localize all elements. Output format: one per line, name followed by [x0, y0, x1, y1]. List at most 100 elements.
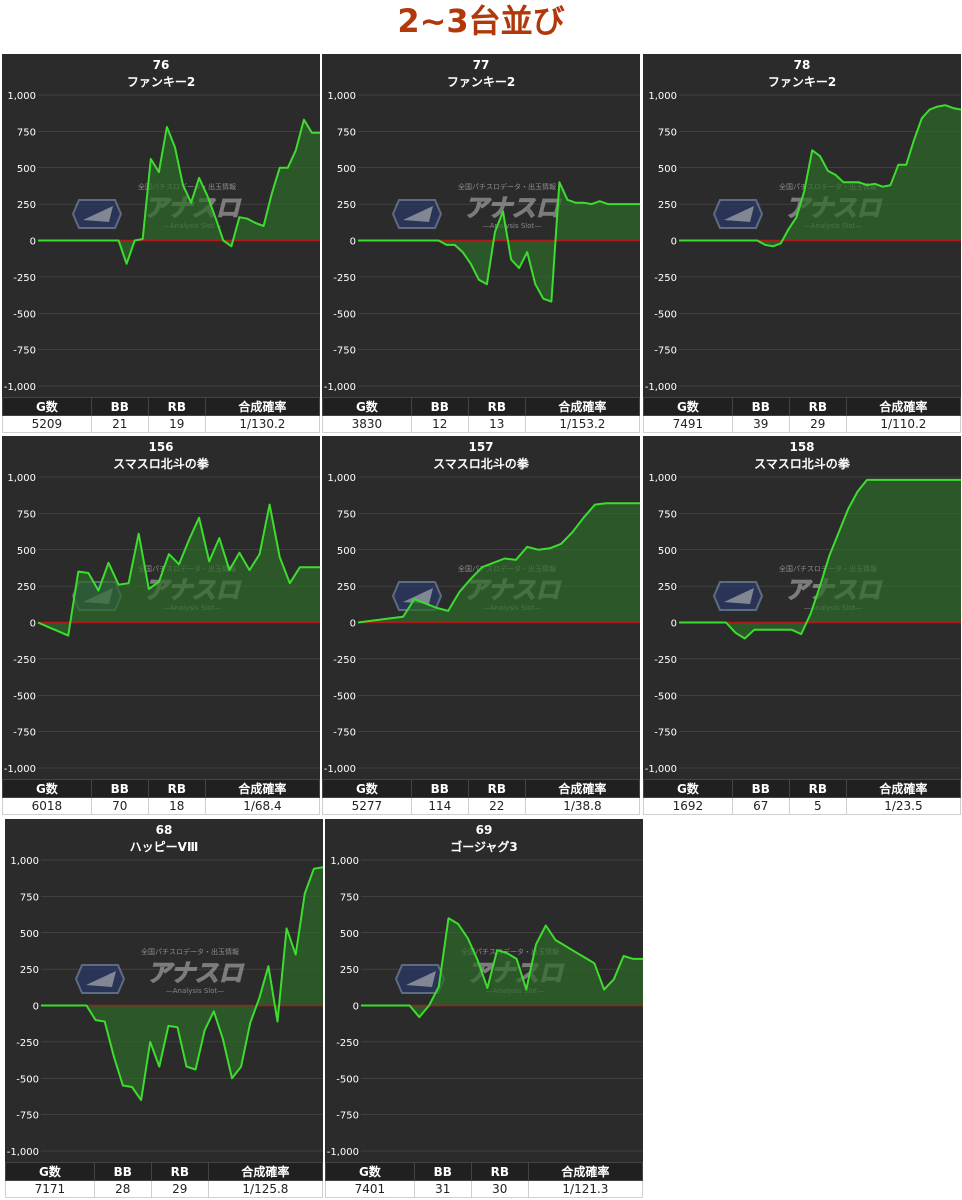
data-point [391, 617, 393, 619]
data-point [167, 1025, 169, 1027]
stats-header: 合成確率 [207, 1162, 324, 1181]
y-tick-label: 750 [17, 509, 36, 520]
data-point [584, 956, 586, 958]
y-tick-label: 0 [350, 237, 356, 248]
stats-table: G数 BB RB 合成確率 5277 114 22 1/38.8 [322, 779, 641, 815]
data-point [890, 184, 892, 186]
machine-card: 69 ゴージャグ3 1,000 750 500 250 0 -250 -500 -750 -1,00… [325, 819, 644, 1198]
data-point [204, 1029, 206, 1031]
data-point [477, 959, 479, 961]
y-tick-label: 0 [30, 619, 36, 630]
data-point [686, 240, 688, 242]
data-point [425, 603, 427, 605]
stats-cell: 12 [410, 415, 469, 433]
data-point [76, 1005, 78, 1007]
data-point [631, 203, 633, 205]
data-point [571, 531, 573, 533]
watermark-brand: アナスロ [147, 959, 245, 987]
stats-cell: 1/68.4 [204, 797, 321, 815]
data-point [421, 240, 423, 242]
data-point [616, 502, 618, 504]
data-point [240, 1066, 242, 1068]
chart-panel: 77 ファンキー2 1,000 750 500 250 0 -250 -500 -750 -1,00… [322, 54, 640, 397]
data-point [37, 240, 39, 242]
data-point [255, 222, 257, 224]
stats-header: G数 [2, 397, 92, 416]
data-point [249, 569, 251, 571]
stats-cell: 1/121.3 [527, 1180, 644, 1198]
data-point [380, 619, 382, 621]
stats-header: BB [410, 779, 469, 798]
data-point [40, 1005, 42, 1007]
data-point [716, 622, 718, 624]
data-point [605, 502, 607, 504]
y-tick-label: 250 [17, 200, 36, 211]
data-point [706, 622, 708, 624]
data-point [811, 149, 813, 151]
data-point [166, 126, 168, 128]
y-tick-label: -750 [16, 1111, 39, 1122]
data-point [632, 958, 634, 960]
data-point [866, 479, 868, 481]
data-point [492, 562, 494, 564]
y-tick-label: 0 [671, 619, 677, 630]
data-point [397, 240, 399, 242]
data-point [913, 479, 915, 481]
y-tick-label: -250 [16, 1038, 39, 1049]
stats-cell: 1/125.8 [207, 1180, 324, 1198]
machine-number: 78 [794, 58, 811, 72]
y-tick-label: 250 [17, 582, 36, 593]
data-point [882, 186, 884, 188]
y-tick-label: -500 [654, 691, 677, 702]
y-tick-label: 1,000 [10, 856, 39, 867]
stats-cell: 7401 [325, 1180, 415, 1198]
data-point [921, 117, 923, 119]
area-fill [679, 479, 961, 639]
data-point [549, 547, 551, 549]
data-point [803, 190, 805, 192]
y-tick-label: -750 [13, 728, 36, 739]
data-point [279, 556, 281, 558]
data-point [126, 263, 128, 265]
data-point [389, 1005, 391, 1007]
stats-header: RB [467, 397, 526, 416]
data-point [142, 238, 144, 240]
machine-number: 68 [156, 823, 173, 837]
data-point [148, 588, 150, 590]
watermark-sub: —Analysis Slot— [166, 987, 224, 995]
data-point [678, 622, 680, 624]
data-point [176, 1026, 178, 1028]
stats-cell: 29 [788, 415, 847, 433]
data-point [428, 1005, 430, 1007]
data-point [295, 954, 297, 956]
slump-chart: 68 ハッピーVⅢ 1,000 750 500 250 0 -250 -500 -750 -1,00… [7, 823, 323, 1158]
data-point [269, 504, 271, 506]
data-point [138, 533, 140, 535]
watermark-sub: —Analysis Slot— [483, 222, 541, 230]
data-point [448, 917, 450, 919]
machine-name: スマスロ北斗の拳 [113, 456, 210, 471]
data-point [218, 537, 220, 539]
stats-cell: 6018 [2, 797, 92, 815]
stats-header: 合成確率 [845, 397, 962, 416]
data-point [800, 633, 802, 635]
y-tick-label: -750 [13, 346, 36, 357]
data-point [749, 240, 751, 242]
area-fill [361, 918, 643, 1018]
data-point [140, 1099, 142, 1101]
data-point [725, 240, 727, 242]
stats-header: BB [731, 397, 790, 416]
data-point [504, 557, 506, 559]
y-tick-label: 0 [33, 1002, 39, 1013]
y-tick-label: -1,000 [7, 1147, 39, 1158]
data-point [526, 251, 528, 253]
data-point [575, 202, 577, 204]
data-point [379, 1005, 381, 1007]
data-point [405, 240, 407, 242]
data-point [108, 562, 110, 564]
y-tick-label: -250 [654, 273, 677, 284]
data-point [263, 225, 265, 227]
y-tick-label: 500 [337, 546, 356, 557]
machine-number: 156 [148, 440, 173, 454]
data-point [772, 629, 774, 631]
